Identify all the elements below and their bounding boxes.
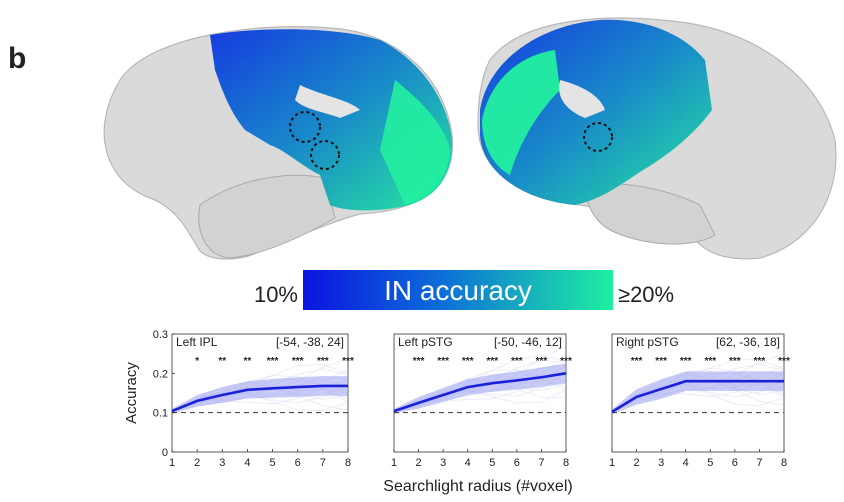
significance-marker: ***	[778, 356, 790, 367]
chart-panel-1: 1 2 3 4 5 6 7 8 0 0.1 0.2 0.3 Accuracy Left IPL [-54, …	[123, 329, 354, 469]
x-tick-label: 1	[169, 457, 175, 469]
colorbar-min-label: 10%	[254, 282, 298, 307]
x-tick-label: 3	[658, 457, 664, 469]
significance-marker: ***	[754, 356, 766, 367]
x-tick-label: 4	[683, 457, 689, 469]
x-tick-label: 2	[194, 457, 200, 469]
significance-marker: ***	[536, 356, 548, 367]
significance-marker: ***	[437, 356, 449, 367]
y-tick-label: 0.3	[153, 329, 168, 341]
significance-marker: ***	[413, 356, 425, 367]
panel-label: b	[8, 42, 26, 75]
left-temporal-lobe	[198, 174, 336, 259]
x-tick-label: 5	[707, 457, 713, 469]
significance-marker: ***	[729, 356, 741, 367]
left-hemisphere	[103, 26, 453, 260]
colorbar-max-label: ≥20%	[618, 282, 674, 307]
significance-marker: ***	[267, 356, 279, 367]
right-temporal-lobe	[584, 183, 716, 245]
colorbar: 10% IN accuracy ≥20%	[254, 270, 674, 310]
x-tick-label: 1	[391, 457, 397, 469]
roi-coordinates: [62, -36, 18]	[716, 335, 780, 349]
significance-marker: ***	[292, 356, 304, 367]
significance-marker: ***	[704, 356, 716, 367]
significance-marker: ***	[486, 356, 498, 367]
significance-marker: ***	[680, 356, 692, 367]
significance-marker: ***	[462, 356, 474, 367]
plot-frame	[393, 333, 567, 453]
x-tick-label: 3	[440, 457, 446, 469]
x-tick-label: 7	[538, 457, 544, 469]
shared-x-axis-label: Searchlight radius (#voxel)	[383, 478, 572, 495]
mean-accuracy-line	[611, 379, 784, 413]
roi-coordinates: [-54, -38, 24]	[276, 335, 344, 349]
y-axis-label: Accuracy	[123, 362, 140, 424]
right-hemisphere	[477, 17, 837, 260]
x-tick-label: 5	[270, 457, 276, 469]
left-ipl-roi-marker	[289, 111, 321, 143]
chart-title: Left pSTG	[398, 335, 453, 349]
x-tick-label: 7	[320, 457, 326, 469]
significance-marker: **	[244, 356, 252, 367]
y-tick-label: 0	[162, 447, 168, 459]
plot-frame	[611, 333, 785, 453]
significance-marker: ***	[317, 356, 329, 367]
chart-title: Right pSTG	[616, 335, 679, 349]
colorbar-gradient	[303, 270, 613, 310]
x-tick-label: 2	[416, 457, 422, 469]
roi-coordinates: [-50, -46, 12]	[494, 335, 562, 349]
x-tick-label: 2	[634, 457, 640, 469]
colorbar-title: IN accuracy	[384, 275, 532, 306]
x-tick-label: 3	[219, 457, 225, 469]
right-pstg-roi-marker	[583, 122, 613, 152]
left-pstg-roi-marker	[310, 140, 340, 170]
significance-marker: ***	[511, 356, 523, 367]
x-tick-label: 7	[756, 457, 762, 469]
confidence-band	[172, 376, 348, 414]
x-tick-label: 8	[563, 457, 569, 469]
accuracy-charts: 1 2 3 4 5 6 7 8 0 0.1 0.2 0.3 Accuracy Left IPL [-54, …	[123, 329, 790, 469]
x-tick-label: 8	[781, 457, 787, 469]
x-tick-label: 8	[345, 457, 351, 469]
x-tick-label: 6	[295, 457, 301, 469]
significance-marker: **	[218, 356, 226, 367]
x-tick-label: 4	[244, 457, 250, 469]
y-tick-label: 0.2	[153, 368, 168, 380]
confidence-band	[612, 371, 784, 415]
mean-accuracy-line	[171, 384, 348, 413]
x-tick-label: 5	[489, 457, 495, 469]
significance-marker: ***	[631, 356, 643, 367]
x-tick-label: 1	[609, 457, 615, 469]
significance-marker: *	[195, 356, 199, 367]
x-tick-label: 4	[465, 457, 471, 469]
significance-marker: ***	[342, 356, 354, 367]
mean-accuracy-line	[393, 372, 567, 413]
chart-title: Left IPL	[176, 335, 218, 349]
significance-marker: ***	[560, 356, 572, 367]
significance-marker: ***	[655, 356, 667, 367]
y-tick-label: 0.1	[153, 408, 168, 420]
x-tick-label: 6	[514, 457, 520, 469]
confidence-band	[394, 363, 566, 414]
x-tick-label: 6	[732, 457, 738, 469]
chart-panel-2: 1 2 3 4 5 6 7 8 Left pSTG [-50, -46, 12] *** *** ***…	[391, 333, 572, 469]
